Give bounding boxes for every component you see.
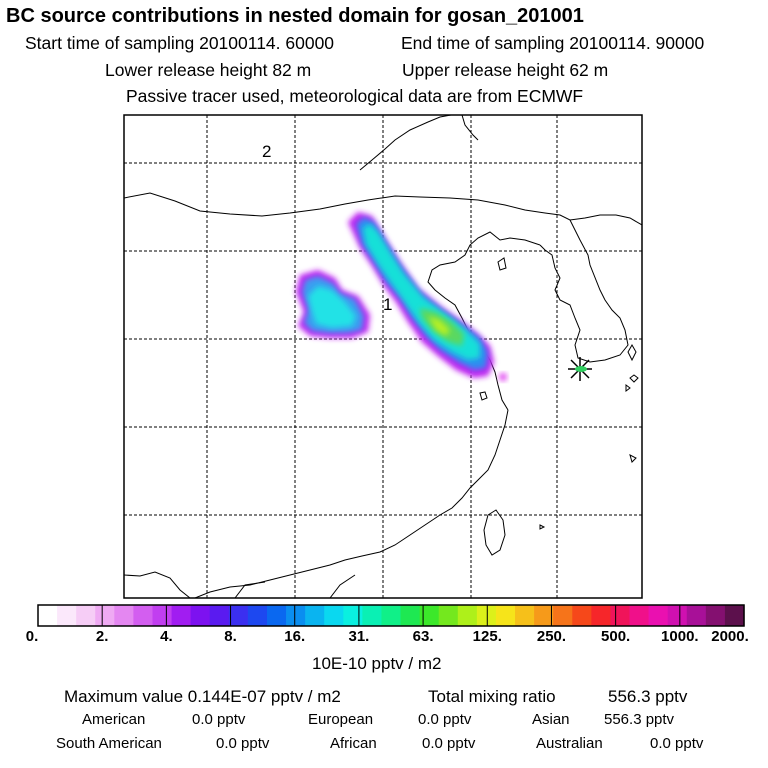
colorbar-tick-label: 16.: [284, 628, 306, 645]
total-mixing-label: Total mixing ratio: [428, 687, 556, 706]
domain-label-1: 1: [383, 295, 392, 314]
map-frame: [123, 114, 643, 599]
american-value: 0.0 pptv: [192, 711, 246, 728]
upper-release-label: Upper release height 62 m: [402, 60, 609, 80]
plume-main: [348, 212, 507, 381]
colorbar-tick-label: 2000.: [711, 628, 749, 645]
australian-value: 0.0 pptv: [650, 735, 704, 752]
colorbar-tick-label: 63.: [412, 628, 434, 645]
european-value: 0.0 pptv: [418, 711, 472, 728]
colorbar-tick-label: 125.: [472, 628, 502, 645]
colorbar-tick-label: 1000.: [661, 628, 699, 645]
american-label: American: [82, 711, 146, 728]
map-grid: [124, 115, 642, 598]
colorbar-unit-label: 10E-10 pptv / m2: [312, 654, 442, 673]
start-time-label: Start time of sampling 20100114. 60000: [25, 33, 335, 53]
australian-label: Australian: [536, 735, 603, 752]
colorbar-tick-label: 31.: [348, 628, 370, 645]
lower-release-label: Lower release height 82 m: [105, 60, 312, 80]
plot-title: BC source contributions in nested domain…: [6, 5, 584, 27]
domain-label-2: 2: [262, 142, 271, 161]
total-mixing-value: 556.3 pptv: [608, 687, 688, 706]
max-value-label: Maximum value 0.144E-07 pptv / m2: [64, 687, 341, 706]
african-label: African: [330, 735, 377, 752]
end-time-label: End time of sampling 20100114. 90000: [401, 33, 705, 53]
plume-west: [296, 270, 370, 338]
south-american-value: 0.0 pptv: [216, 735, 270, 752]
african-value: 0.0 pptv: [422, 735, 476, 752]
colorbar-tick-label: 4.: [160, 628, 173, 645]
asian-value: 556.3 pptv: [604, 711, 675, 728]
tracer-note: Passive tracer used, meteorological data…: [126, 86, 584, 106]
colorbar-tick-label: 250.: [536, 628, 567, 645]
star-icon: [568, 357, 592, 381]
colorbar-tick-label: 2.: [95, 628, 109, 645]
south-american-label: South American: [56, 735, 162, 752]
european-label: European: [308, 711, 374, 728]
colorbar-tick-label: 8.: [224, 628, 237, 645]
colorbar-tick-label: 0.: [25, 628, 39, 645]
colorbar-tick-label: 500.: [601, 628, 631, 645]
asian-label: Asian: [532, 711, 570, 728]
